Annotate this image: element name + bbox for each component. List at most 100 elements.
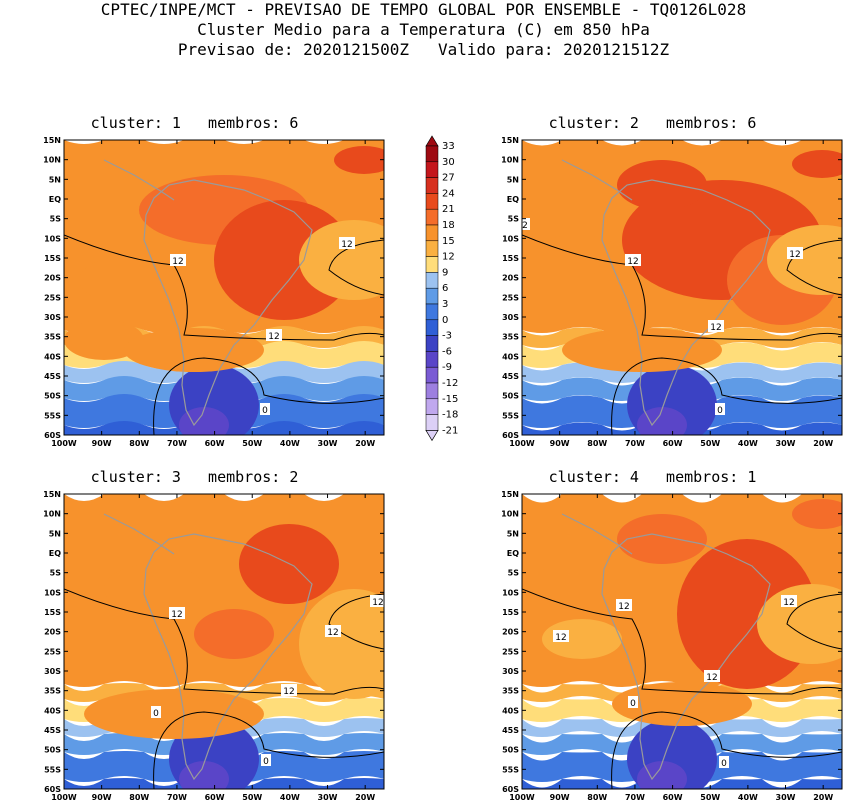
contour-label: 12 — [268, 332, 279, 342]
contour-label-bg — [704, 670, 720, 682]
lat-tick-label: 20S — [44, 628, 61, 637]
map-frame — [63, 139, 385, 436]
lat-tick-label: 5S — [50, 569, 62, 578]
map-frame — [521, 493, 843, 790]
lat-tick-label: 50S — [502, 392, 519, 401]
temperature-blob — [194, 609, 274, 659]
lat-tick-label: 60S — [44, 431, 61, 440]
lat-tick-label: 40S — [44, 352, 61, 361]
contour-label: 12 — [710, 323, 721, 333]
cold-region — [179, 407, 229, 435]
cold-region — [179, 761, 229, 789]
contour-12 — [522, 588, 842, 695]
contour-0 — [611, 357, 842, 435]
panel-title: cluster: 4 membros: 1 — [548, 468, 757, 486]
lon-tick-label: 30W — [318, 439, 338, 448]
lon-tick-label: 20W — [355, 793, 375, 802]
lat-tick-label: EQ — [49, 549, 61, 558]
coastline — [143, 533, 313, 781]
lon-tick-label: 20W — [355, 439, 375, 448]
contour-label-bg — [170, 254, 186, 266]
coastline — [601, 179, 771, 427]
colorbar-label: 27 — [442, 173, 455, 184]
lon-tick-label: 20W — [813, 439, 833, 448]
contour-label-bg — [628, 696, 638, 708]
colorbar-swatch — [425, 193, 439, 210]
colorbar-swatch — [425, 161, 439, 178]
lon-tick-label: 30W — [776, 793, 796, 802]
colorbar-arrow-bottom — [425, 430, 439, 442]
lat-tick-label: 30S — [44, 313, 61, 322]
contour-label: 12 — [283, 687, 294, 697]
temperature-blob — [617, 160, 707, 210]
colorbar-label: 18 — [442, 220, 455, 231]
map-frame — [521, 139, 843, 436]
map-cluster-1: 12 12 12 0 15N 10N 5N EQ 5S 10S 15S 20S 25S 30S 35S 40S… — [43, 136, 385, 448]
lat-tick-label: 5N — [507, 529, 519, 538]
lon-tick-label: 30W — [318, 793, 338, 802]
contour-label: 0 — [263, 757, 269, 767]
lon-tick-label: 60W — [663, 439, 683, 448]
contour-label-bg — [266, 329, 282, 341]
contour-label: 12 — [789, 250, 800, 260]
contour-12 — [64, 588, 384, 695]
contour-0 — [153, 711, 384, 789]
contour-label-bg — [260, 403, 270, 415]
contour-label-bg — [553, 630, 569, 642]
panel-cluster-3: cluster: 3 membros: 2 12 12 12 12 0 0 15N 10N 5N… — [2, 468, 387, 808]
contour-label: 12 — [627, 257, 638, 267]
lon-tick-label: 40W — [738, 439, 758, 448]
temperature-blob — [532, 235, 622, 275]
lat-tick-label: 15N — [501, 136, 519, 145]
contour-label: 0 — [717, 406, 723, 416]
temperature-blob — [792, 499, 842, 529]
figure-subtitle: Cluster Medio para a Temperatura (C) em … — [197, 20, 650, 39]
contour-label-bg — [787, 247, 803, 259]
contour-label-bg — [625, 254, 641, 266]
contour-label: 12 — [372, 598, 383, 608]
contour-label-bg — [325, 625, 341, 637]
lat-tick-label: 15S — [44, 254, 61, 263]
lat-tick-label: 20S — [502, 274, 519, 283]
lat-tick-label: 10S — [44, 234, 61, 243]
temperature-blob — [299, 220, 384, 300]
temperature-blob — [532, 534, 592, 574]
contour-0 — [611, 711, 842, 789]
lat-tick-label: 5N — [507, 175, 519, 184]
contour-label: 0 — [630, 699, 636, 709]
contour-label-bg — [339, 237, 355, 249]
temperature-blob — [84, 689, 264, 739]
colorbar-label: -9 — [442, 362, 452, 373]
colorbar-label: 9 — [442, 267, 448, 278]
colorbar-label: 33 — [442, 141, 455, 152]
lat-tick-label: 15N — [43, 490, 61, 499]
contour-label: 12 — [783, 598, 794, 608]
lon-tick-label: 50W — [242, 439, 262, 448]
forecast-dates: Previsao de: 2020121500Z Valido para: 20… — [177, 40, 670, 59]
colorbar-swatch — [425, 208, 439, 226]
lat-tick-label: 15N — [501, 490, 519, 499]
lon-tick-label: 50W — [242, 793, 262, 802]
lat-tick-label: 45S — [44, 726, 61, 735]
lat-tick-label: 10S — [502, 234, 519, 243]
contour-label: 0 — [721, 759, 727, 769]
lon-tick-label: 100W — [51, 793, 77, 802]
colorbar-label: -6 — [442, 346, 452, 357]
colorbar-label: 6 — [442, 283, 448, 294]
temperature-blob — [299, 589, 384, 699]
lat-tick-label: 35S — [502, 333, 519, 342]
contour-label: 12 — [618, 602, 629, 612]
contour-12 — [328, 593, 384, 650]
lat-tick-label: 60S — [502, 785, 519, 794]
lat-tick-label: EQ — [49, 195, 61, 204]
lat-tick-label: 10N — [43, 156, 61, 165]
lat-tick-label: 55S — [502, 411, 519, 420]
lon-tick-label: 80W — [587, 793, 607, 802]
map-cluster-2: 2 12 12 12 0 15N 10N 5N EQ 5S 10S 15S 20S 25S 30S 35S 40… — [501, 136, 843, 448]
colorbar-label: 30 — [442, 157, 455, 168]
lat-tick-label: 40S — [502, 706, 519, 715]
colorbar-label: -3 — [442, 331, 452, 342]
contour-label-bg — [708, 320, 724, 332]
lat-tick-label: 30S — [44, 667, 61, 676]
colorbar-label: -12 — [442, 378, 458, 389]
